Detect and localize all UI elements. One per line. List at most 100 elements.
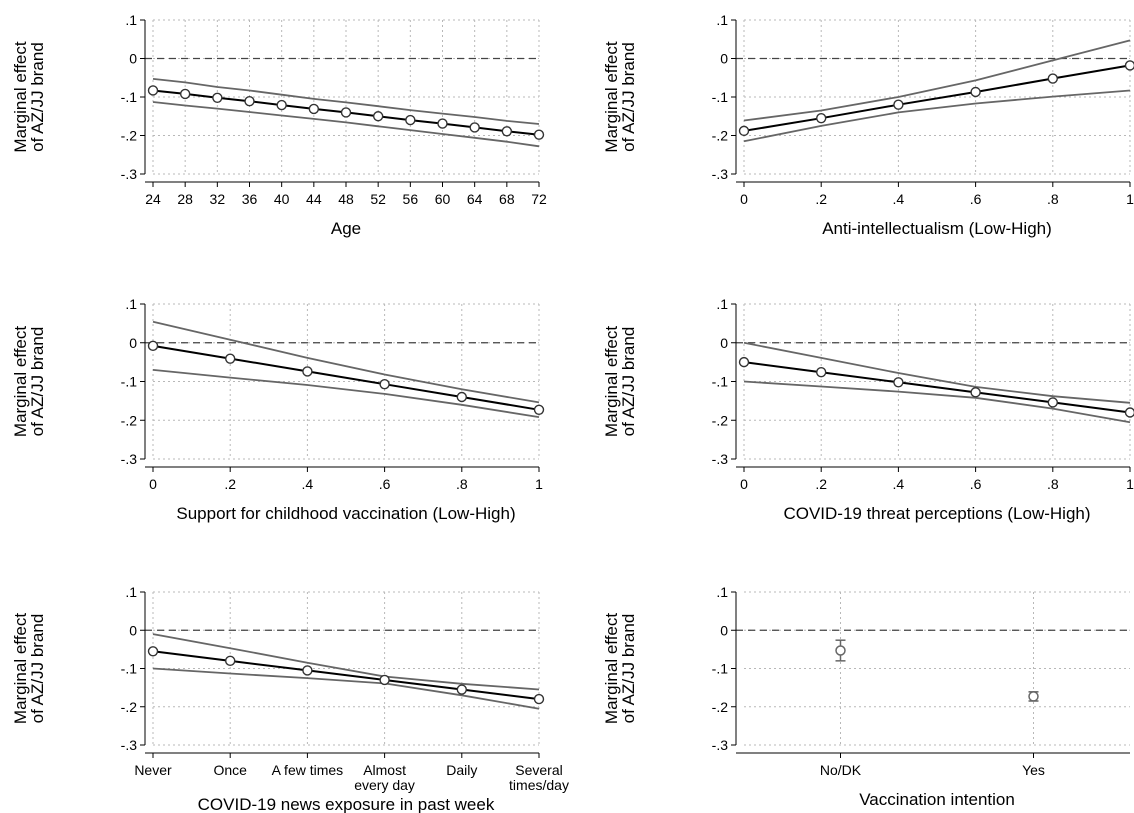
estimate-point	[224, 353, 236, 364]
estimate-point	[816, 367, 827, 378]
ci-lower-line	[152, 101, 540, 148]
y-tick-label: -.3	[121, 166, 138, 182]
estimate-point	[302, 366, 313, 377]
y-axis-title-line1: Marginal effect	[602, 41, 621, 152]
estimate-point	[970, 86, 981, 98]
estimate-line	[152, 650, 540, 701]
y-tick-label: -.3	[712, 166, 729, 182]
x-tick-label: 0	[149, 476, 157, 492]
estimate-point	[244, 96, 255, 107]
x-tick-label: .4	[893, 476, 905, 492]
x-tick-label: 64	[467, 191, 483, 207]
y-tick-label: -.1	[121, 89, 138, 105]
panel-6: .1 0 -.1 -.2 -.3 No/DK Yes Vaccination intentio…	[602, 584, 1130, 809]
estimate-point	[147, 340, 159, 352]
estimate-point	[970, 387, 981, 398]
estimate-point	[340, 107, 352, 118]
x-tick-label: 68	[499, 191, 515, 207]
y-tick-label: 0	[129, 51, 137, 67]
x-tick-label: Several	[515, 762, 562, 778]
x-axis-title: Vaccination intention	[859, 790, 1015, 809]
estimate-point	[533, 693, 545, 705]
x-tick-label: 36	[242, 191, 258, 207]
x-tick-label: Yes	[1022, 762, 1045, 778]
y-tick-label: -.1	[712, 89, 729, 105]
y-tick-label: .1	[125, 296, 137, 312]
estimate-point	[405, 114, 416, 126]
estimate-point	[533, 404, 545, 415]
y-axis-title-line1: Marginal effect	[602, 613, 621, 724]
ci-lower-line	[152, 369, 540, 418]
x-tick-label: .8	[1047, 476, 1059, 492]
x-tick-label: 0	[740, 191, 748, 207]
panel-5: .1 0 -.1 -.2 -.3 Never Once A few times Almostev…	[11, 584, 569, 813]
y-axis-title-line2: of AZ/JJ brand	[28, 327, 47, 437]
estimate-point	[147, 85, 159, 96]
y-tick-label: -.3	[712, 451, 729, 467]
y-tick-label: .1	[716, 296, 728, 312]
x-tick-label: Never	[134, 762, 172, 778]
y-axis-title-line1: Marginal effect	[11, 41, 30, 152]
y-tick-label: 0	[720, 622, 728, 638]
estimate-point	[456, 391, 467, 403]
estimate-point	[276, 99, 287, 111]
estimate-point	[816, 112, 827, 124]
ci-lower-line	[743, 89, 1131, 143]
x-tick-label: every day	[354, 777, 415, 793]
ci-lower-line	[152, 667, 540, 710]
ci-upper-line	[743, 341, 1131, 404]
y-axis-title-line2: of AZ/JJ brand	[619, 614, 638, 724]
x-axis-title: Age	[331, 219, 361, 238]
y-tick-label: -.2	[121, 412, 138, 428]
y-tick-label: -.2	[121, 128, 138, 144]
x-tick-label: .8	[456, 476, 468, 492]
ci-upper-line	[152, 320, 540, 404]
y-axis-title-line2: of AZ/JJ brand	[619, 327, 638, 437]
x-tick-label: 24	[145, 191, 161, 207]
estimate-point	[835, 645, 846, 656]
estimate-point	[469, 122, 480, 133]
x-axis-title: Support for childhood vaccination (Low-H…	[176, 504, 515, 523]
y-tick-label: -.2	[121, 699, 138, 715]
y-tick-label: .1	[125, 584, 137, 600]
ci-upper-line	[152, 78, 540, 125]
estimate-point	[379, 674, 390, 686]
x-axis-title: COVID-19 threat perceptions (Low-High)	[783, 504, 1090, 523]
y-axis-title-line2: of AZ/JJ brand	[28, 614, 47, 724]
estimate-point	[179, 88, 191, 100]
panel-1: .1 0 -.1 -.2 -.3 24 28 32 36 40 44 48 52 56 60 64 68 72 Ag…	[11, 12, 547, 238]
x-tick-label: 56	[403, 191, 419, 207]
x-tick-label: .6	[970, 476, 982, 492]
y-axis-title-line2: of AZ/JJ brand	[28, 42, 47, 152]
y-tick-label: 0	[129, 335, 137, 351]
x-tick-label: .2	[815, 191, 827, 207]
x-tick-label: 1	[1126, 191, 1134, 207]
x-tick-label: 40	[274, 191, 290, 207]
estimate-point	[456, 684, 467, 695]
estimate-point	[893, 99, 904, 110]
estimate-point	[437, 118, 448, 129]
estimate-point	[1124, 407, 1134, 418]
x-tick-label: .2	[224, 476, 236, 492]
y-tick-label: -.3	[121, 451, 138, 467]
x-tick-label: 28	[177, 191, 193, 207]
estimate-line	[743, 361, 1131, 414]
x-tick-label: 32	[210, 191, 226, 207]
y-axis-title-line1: Marginal effect	[602, 326, 621, 437]
ci-lower-line	[743, 380, 1131, 424]
x-tick-label: Daily	[446, 762, 477, 778]
x-tick-label: 1	[535, 476, 543, 492]
x-tick-label: 48	[338, 191, 354, 207]
estimate-point	[1047, 73, 1059, 84]
estimate-point	[224, 655, 236, 667]
estimate-line	[152, 344, 540, 411]
x-axis-title: COVID-19 news exposure in past week	[198, 795, 495, 813]
x-tick-label: 44	[306, 191, 322, 207]
y-tick-label: .1	[716, 12, 728, 28]
x-tick-label: Once	[213, 762, 247, 778]
x-tick-label: .2	[815, 476, 827, 492]
y-tick-label: -.1	[121, 661, 138, 677]
estimate-point	[147, 646, 159, 657]
estimate-point	[1124, 60, 1134, 71]
